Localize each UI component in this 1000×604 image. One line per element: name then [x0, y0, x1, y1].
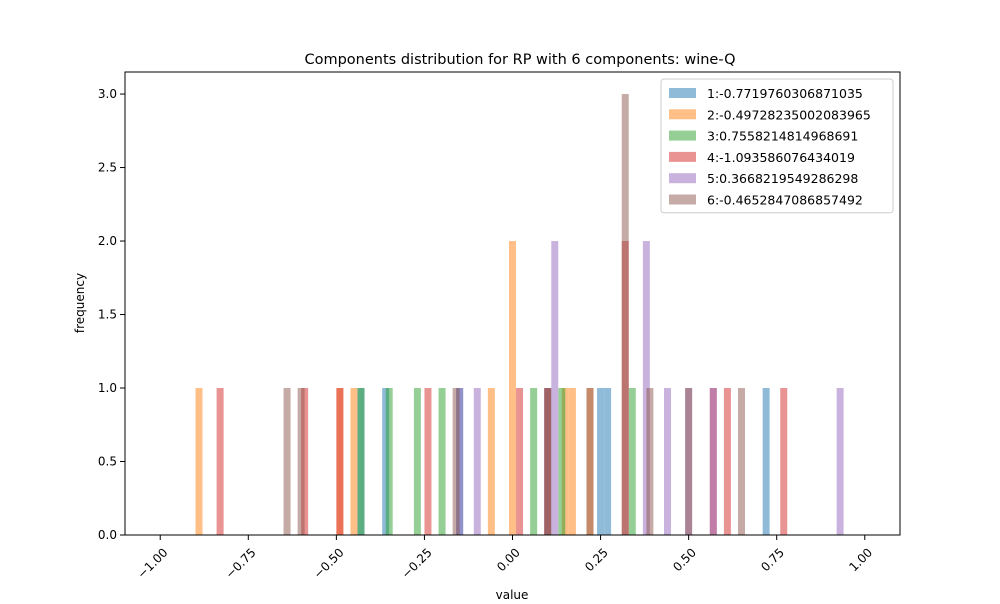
legend-label: 4:-1.093586076434019 — [707, 150, 855, 165]
series-6-bars — [283, 94, 745, 536]
x-tick-label: −0.50 — [311, 545, 347, 581]
histogram-bar — [836, 388, 844, 535]
legend-swatch — [669, 173, 696, 184]
legend-swatch — [669, 109, 696, 120]
legend-label: 5:0.3668219549286298 — [707, 171, 858, 186]
histogram-bar — [561, 388, 569, 535]
histogram-bar — [544, 388, 552, 535]
legend-label: 1:-0.7719760306871035 — [707, 86, 863, 101]
legend-box — [660, 78, 894, 214]
y-tick-label: 1.5 — [98, 308, 117, 322]
histogram-bar — [568, 388, 576, 535]
legend-item: 1:-0.7719760306871035 — [669, 86, 863, 101]
chart-title: Components distribution for RP with 6 co… — [304, 52, 735, 68]
legend: 1:-0.7719760306871035 2:-0.49728235002083… — [660, 78, 894, 214]
histogram-bar — [509, 241, 516, 535]
x-tick-label: −0.75 — [223, 545, 259, 581]
x-tick-label: 0.25 — [582, 545, 611, 574]
y-tick-label: 1.0 — [98, 381, 117, 395]
histogram-bar — [604, 388, 612, 535]
histogram-bar — [642, 241, 650, 535]
y-axis-label: frequency — [73, 273, 87, 333]
histogram-bar — [301, 388, 309, 535]
histogram-bar — [709, 388, 717, 535]
histogram-bar — [723, 388, 731, 535]
histogram-bar — [737, 388, 745, 535]
histogram-bar — [487, 388, 495, 535]
y-tick-label: 2.5 — [98, 161, 117, 175]
x-tick-label: 0.50 — [670, 545, 699, 574]
series-3-bars — [357, 388, 636, 535]
histogram-bar — [413, 388, 421, 535]
histogram-bar — [780, 388, 788, 535]
histogram-bar — [628, 388, 636, 535]
x-tick-label: 1.00 — [846, 545, 875, 574]
legend-item: 3:0.7558214814968691 — [669, 129, 858, 144]
bars-layer — [195, 94, 844, 536]
histogram-bar — [283, 388, 291, 535]
legend-label: 2:-0.49728235002083965 — [707, 107, 871, 122]
legend-label: 6:-0.4652847086857492 — [707, 193, 863, 208]
histogram-bar — [456, 388, 464, 535]
histogram-bar — [438, 388, 446, 535]
x-tick-label: 0.75 — [758, 545, 787, 574]
histogram-bar — [597, 388, 605, 535]
histogram-bar — [473, 388, 481, 535]
histogram-bar — [452, 388, 460, 535]
histogram-bar — [216, 388, 224, 535]
legend-item: 6:-0.4652847086857492 — [669, 193, 863, 208]
x-axis: −1.00 −0.75 −0.50 −0.25 0.00 0.25 0.50 0.75 1.00 — [135, 535, 875, 581]
y-tick-label: 0.0 — [98, 528, 117, 542]
legend-swatch — [669, 151, 696, 162]
legend-item: 2:-0.49728235002083965 — [669, 107, 871, 122]
histogram-bar — [762, 388, 770, 535]
histogram-bar — [530, 388, 538, 535]
histogram-bar — [621, 94, 629, 536]
histogram-bar — [424, 388, 432, 535]
histogram-bar — [382, 388, 390, 535]
x-tick-label: −0.25 — [399, 545, 435, 581]
histogram-bar — [195, 388, 203, 535]
histogram-bar — [336, 388, 344, 535]
histogram-bar — [646, 388, 654, 535]
histogram-bar — [516, 388, 524, 535]
legend-item: 4:-1.093586076434019 — [669, 150, 855, 165]
histogram-bar — [385, 388, 393, 535]
legend-item: 5:0.3668219549286298 — [669, 171, 858, 186]
legend-label: 3:0.7558214814968691 — [707, 129, 858, 144]
legend-swatch — [669, 194, 696, 205]
histogram-bar — [297, 388, 305, 535]
x-axis-label: value — [496, 588, 529, 600]
histogram-bar — [350, 388, 358, 535]
histogram-bar — [551, 241, 559, 535]
histogram-bar — [357, 388, 365, 535]
histogram-bar — [558, 388, 566, 535]
legend-swatch — [669, 130, 696, 141]
legend-swatch — [669, 88, 696, 98]
histogram-bar — [664, 388, 671, 535]
y-tick-label: 2.0 — [98, 234, 117, 248]
y-tick-label: 3.0 — [98, 87, 117, 101]
x-tick-label: −1.00 — [135, 545, 171, 581]
histogram-bar — [586, 388, 594, 535]
y-tick-label: 0.5 — [98, 455, 117, 469]
x-tick-label: 0.00 — [494, 545, 523, 574]
histogram-bar — [685, 388, 693, 535]
y-axis: 0.0 0.5 1.0 1.5 2.0 2.5 3.0 — [98, 87, 125, 542]
